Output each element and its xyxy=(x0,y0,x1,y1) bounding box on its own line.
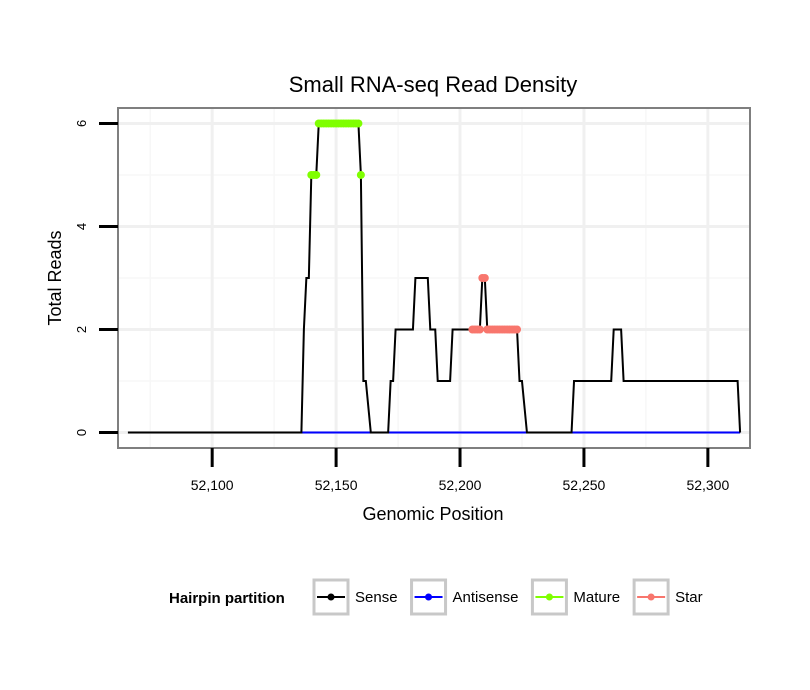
legend-title: Hairpin partition xyxy=(169,590,285,607)
x-axis: 52,100 52,150 52,200 52,250 52,300 xyxy=(191,448,729,493)
y-tick-label: 6 xyxy=(74,120,89,127)
legend-swatch-dot-star xyxy=(647,593,655,601)
legend: Hairpin partition Sense Antisense Mature St… xyxy=(169,578,703,616)
x-tick-label: 52,300 xyxy=(686,477,729,493)
legend-label-antisense: Antisense xyxy=(453,589,519,606)
y-tick-label: 4 xyxy=(74,223,89,230)
series-star-point xyxy=(475,325,484,334)
series-mature-point xyxy=(312,170,321,179)
legend-swatch-dot-antisense xyxy=(425,593,433,601)
x-axis-label: Genomic Position xyxy=(362,504,503,524)
series-star-point xyxy=(480,274,489,282)
x-tick-label: 52,200 xyxy=(439,477,482,493)
y-tick-label: 0 xyxy=(74,429,89,436)
series-sense-line xyxy=(127,122,742,434)
plot-panel-border xyxy=(117,107,751,449)
legend-label-star: Star xyxy=(675,589,703,606)
series-mature-point xyxy=(356,170,365,179)
chart-title: Small RNA-seq Read Density xyxy=(289,72,578,97)
x-tick-label: 52,100 xyxy=(191,477,234,493)
y-tick-label: 2 xyxy=(74,326,89,333)
x-tick-label: 52,250 xyxy=(563,477,606,493)
data-series xyxy=(127,119,742,434)
x-tick-label: 52,150 xyxy=(315,477,358,493)
legend-label-mature: Mature xyxy=(573,589,620,606)
legend-swatch-dot-sense xyxy=(327,593,335,601)
y-axis-label: Total Reads xyxy=(45,230,65,325)
series-mature-point xyxy=(354,119,363,128)
legend-swatch-dot-mature xyxy=(545,593,553,601)
legend-label-sense: Sense xyxy=(355,589,398,606)
y-axis: 0 2 4 6 xyxy=(74,120,118,436)
series-star-point xyxy=(513,325,522,334)
